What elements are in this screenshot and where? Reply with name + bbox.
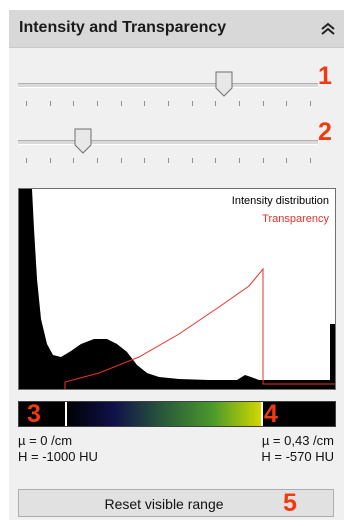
slider-thumb[interactable] [74,128,92,154]
slider-1[interactable] [18,71,318,101]
slider-tick [286,101,287,106]
slider-tick [144,101,145,106]
slider-tick [97,101,98,106]
slider-tick [73,158,74,163]
slider-tick [168,101,169,106]
range-end-mu: µ = 0,43 /cm [261,433,334,448]
slider-tick [239,101,240,106]
slider-tick [215,158,216,163]
slider-tick [97,158,98,163]
slider-tick [286,158,287,163]
slider-1-ticks [26,101,316,109]
range-end-info: µ = 0,43 /cm H = -570 HU [261,433,334,465]
slider-tick [239,158,240,163]
intensity-histogram[interactable]: Intensity distribution Transparency [18,188,336,390]
slider-tick [192,158,193,163]
slider-tick [310,101,311,106]
reset-visible-range-button[interactable]: Reset visible range [18,489,334,517]
slider-tick [168,158,169,163]
slider-2-ticks [26,158,316,166]
slider-tick [215,101,216,106]
intensity-distribution-tail [330,324,335,389]
color-transfer-bar[interactable] [18,401,336,427]
slider-tick [144,158,145,163]
marker-3: 3 [27,400,41,428]
range-start-hu: H = -1000 HU [18,449,98,464]
slider-tick [263,101,264,106]
slider-tick [192,101,193,106]
reset-button-label: Reset visible range [104,496,224,512]
marker-2: 2 [318,118,332,146]
range-start-mu: µ = 0 /cm [18,433,73,448]
transparency-curve [64,267,335,389]
slider-tick [26,158,27,163]
slider-tick [50,101,51,106]
slider-tick [73,101,74,106]
double-chevron-up-icon[interactable] [320,22,336,36]
slider-tick [50,158,51,163]
colorbar-gradient [66,402,262,426]
marker-5: 5 [283,489,297,517]
slider-2[interactable] [18,128,318,158]
marker-1: 1 [318,62,332,90]
range-start-handle[interactable] [65,402,67,426]
slider-tick [263,158,264,163]
range-start-info: µ = 0 /cm H = -1000 HU [18,433,98,465]
slider-tick [26,101,27,106]
slider-tick [121,101,122,106]
range-end-hu: H = -570 HU [261,449,334,464]
slider-track[interactable] [18,83,318,88]
slider-tick [310,158,311,163]
panel-title: Intensity and Transparency [19,19,227,36]
legend-intensity: Intensity distribution [231,195,329,207]
intensity-distribution-area [19,189,335,389]
range-end-handle[interactable] [261,402,263,426]
legend-transparency: Transparency [262,213,329,225]
slider-tick [121,158,122,163]
histogram-plot [19,189,335,389]
panel-header[interactable]: Intensity and Transparency [9,10,344,48]
slider-thumb[interactable] [215,71,233,97]
marker-4: 4 [264,400,278,428]
slider-track[interactable] [18,140,318,145]
